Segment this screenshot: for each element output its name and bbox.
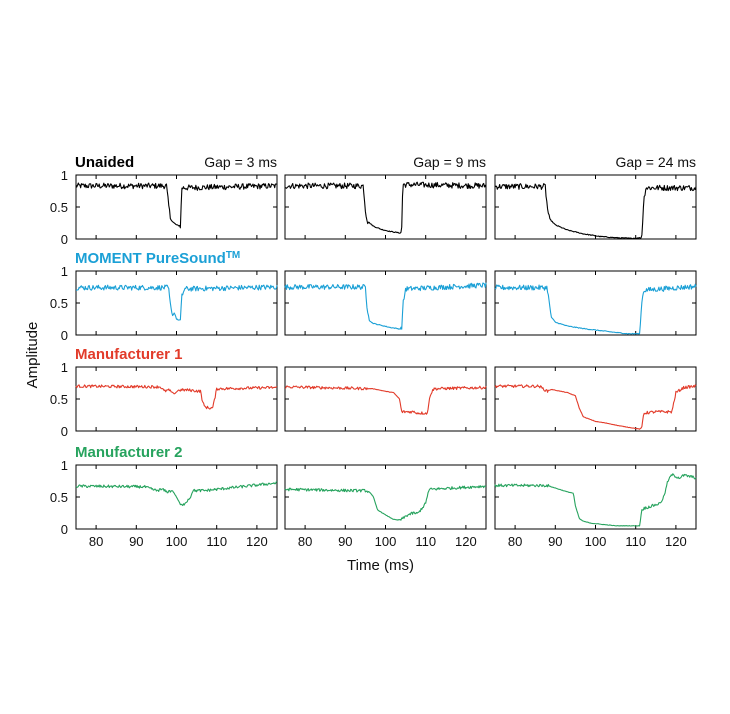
x-tick-label-c0: 80 — [89, 534, 103, 549]
series-line-manufacturer-1-c1 — [284, 385, 487, 415]
panel-frame-r0-c2 — [494, 174, 697, 240]
y-tick-label-r2: 0 — [61, 424, 68, 439]
series-line-unaided-c2 — [494, 183, 697, 240]
y-tick-label-r3: 1 — [61, 458, 68, 473]
y-tick-label-r0: 0 — [61, 232, 68, 247]
y-tick-label-r0: 0.5 — [50, 200, 68, 215]
column-label-c0: Gap = 3 ms — [204, 154, 277, 170]
y-tick-label-r3: 0 — [61, 522, 68, 537]
panel-frame-r1-c0 — [75, 270, 278, 336]
panel-frame-r2-c0 — [75, 366, 278, 432]
series-line-manufacturer-1-c2 — [494, 384, 697, 430]
row-label-manufacturer-1: Manufacturer 1 — [75, 346, 183, 363]
y-tick-label-r2: 1 — [61, 360, 68, 375]
row-label-text: Manufacturer 2 — [75, 444, 183, 461]
x-tick-label-c2: 110 — [625, 534, 646, 549]
y-axis-label: Amplitude — [24, 322, 41, 389]
series-line-unaided-c0 — [75, 182, 278, 229]
x-tick-label-c2: 100 — [585, 534, 607, 549]
x-tick-label-c1: 120 — [455, 534, 477, 549]
row-label-superscript: TM — [226, 250, 240, 261]
x-tick-label-c2: 80 — [508, 534, 522, 549]
series-line-moment-puresound-c0 — [75, 284, 278, 321]
row-label-text: MOMENT PureSound — [75, 250, 226, 267]
x-tick-label-c2: 120 — [665, 534, 687, 549]
series-line-manufacturer-2-c2 — [494, 473, 697, 527]
y-tick-label-r1: 0 — [61, 328, 68, 343]
row-label-unaided: Unaided — [75, 154, 134, 171]
panel-frame-r2-c1 — [284, 366, 487, 432]
panel-frame-r3-c2 — [494, 464, 697, 530]
panel-frame-r3-c1 — [284, 464, 487, 530]
series-line-moment-puresound-c2 — [494, 283, 697, 335]
y-tick-label-r1: 1 — [61, 264, 68, 279]
panel-frame-r1-c1 — [284, 270, 487, 336]
x-tick-label-c2: 90 — [548, 534, 562, 549]
x-tick-label-c0: 100 — [166, 534, 188, 549]
y-tick-label-r0: 1 — [61, 168, 68, 183]
panel-frame-r1-c2 — [494, 270, 697, 336]
x-tick-label-c0: 110 — [206, 534, 227, 549]
x-tick-label-c1: 110 — [415, 534, 436, 549]
row-label-text: Manufacturer 1 — [75, 346, 183, 363]
x-tick-label-c1: 100 — [375, 534, 397, 549]
column-label-c2: Gap = 24 ms — [615, 154, 696, 170]
x-tick-label-c1: 90 — [338, 534, 352, 549]
column-label-c1: Gap = 9 ms — [413, 154, 486, 170]
series-line-unaided-c1 — [284, 181, 487, 234]
row-label-text: Unaided — [75, 154, 134, 171]
x-axis-label: Time (ms) — [347, 557, 414, 574]
y-tick-label-r3: 0.5 — [50, 490, 68, 505]
x-tick-label-c0: 120 — [246, 534, 268, 549]
series-line-moment-puresound-c1 — [284, 282, 487, 330]
x-tick-label-c0: 90 — [129, 534, 143, 549]
x-tick-label-c1: 80 — [298, 534, 312, 549]
y-tick-label-r1: 0.5 — [50, 296, 68, 311]
row-label-moment-puresound: MOMENT PureSoundTM — [75, 250, 240, 267]
series-line-manufacturer-1-c0 — [75, 384, 278, 410]
y-tick-label-r2: 0.5 — [50, 392, 68, 407]
series-line-manufacturer-2-c1 — [284, 485, 487, 521]
row-label-manufacturer-2: Manufacturer 2 — [75, 444, 183, 461]
series-line-manufacturer-2-c0 — [75, 481, 278, 507]
